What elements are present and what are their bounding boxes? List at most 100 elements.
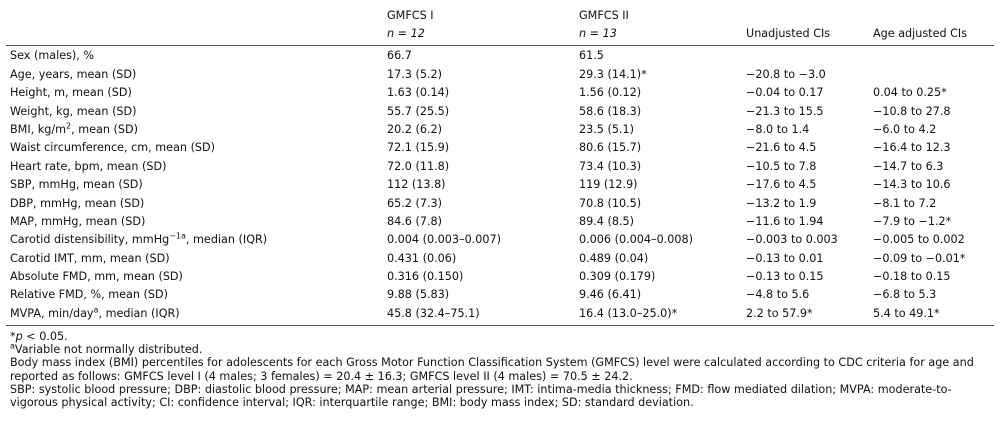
- row-label-text: Absolute FMD, mm, mean (SD): [10, 270, 183, 284]
- unadjusted-ci: −13.2 to 1.9: [746, 196, 817, 210]
- row-label-superscript: a: [93, 305, 99, 315]
- gmfcs1-value: 55.7 (25.5): [387, 104, 450, 118]
- unadjusted-ci: 2.2 to 57.9*: [742, 304, 869, 326]
- age-adjusted-ci: −0.09 to −0.01*: [873, 251, 966, 265]
- gmfcs1-value: 17.3 (5.2): [387, 67, 442, 81]
- unadjusted-ci: −0.13 to 0.15: [746, 270, 824, 284]
- row-label: Heart rate, bpm, mean (SD): [6, 157, 383, 175]
- row-label-suffix: , median (IQR): [185, 233, 268, 247]
- unadjusted-ci: −21.3 to 15.5: [746, 104, 824, 118]
- gmfcs1-value: 84.6 (7.8): [387, 214, 442, 228]
- table-row: Carotid IMT, mm, mean (SD) 0.431 (0.06) 0.…: [6, 249, 994, 267]
- gmfcs1-value: 66.7: [387, 49, 412, 63]
- unadjusted-ci: −21.6 to 4.5: [746, 141, 817, 155]
- row-label: Height, m, mean (SD): [6, 84, 383, 102]
- row-label: Sex (males), %: [6, 46, 383, 66]
- gmfcs2-value: 58.6 (18.3): [579, 104, 642, 118]
- row-label: Carotid distensibility, mmHg−1a, median …: [6, 231, 383, 249]
- unadjusted-ci: −11.6 to 1.94: [746, 214, 824, 228]
- footnote-a-text: Variable not normally distributed.: [14, 343, 203, 357]
- age-adjusted-ci: 0.04 to 0.25*: [873, 86, 947, 100]
- gmfcs2-value: 119 (12.9): [579, 178, 638, 192]
- row-label: Absolute FMD, mm, mean (SD): [6, 268, 383, 286]
- gmfcs2-value: 0.006 (0.004–0.008): [579, 233, 693, 247]
- row-label-text: MAP, mmHg, mean (SD): [10, 214, 146, 228]
- footnote-a-mark: a: [10, 341, 15, 351]
- unadjusted-ci: −17.6 to 4.5: [746, 178, 817, 192]
- row-label: Carotid IMT, mm, mean (SD): [6, 249, 383, 267]
- footnote-star: *: [10, 330, 16, 343]
- table-row: SBP, mmHg, mean (SD) 112 (13.8) 119 (12.9)…: [6, 176, 994, 194]
- row-label: Waist circumference, cm, mean (SD): [6, 139, 383, 157]
- unadjusted-ci: −0.003 to 0.003: [746, 233, 838, 247]
- row-label: DBP, mmHg, mean (SD): [6, 194, 383, 212]
- table-row: Relative FMD, %, mean (SD) 9.88 (5.83) 9.4…: [6, 286, 994, 304]
- gmfcs2-value: 0.309 (0.179): [579, 270, 656, 284]
- row-label-text: Waist circumference, cm, mean (SD): [10, 141, 216, 155]
- table-footnotes: *p < 0.05. aVariable not normally distri…: [10, 330, 994, 409]
- row-label: MVPA, min/daya, median (IQR): [6, 304, 383, 326]
- gmfcs1-value: 72.1 (15.9): [387, 141, 450, 155]
- table-row: Weight, kg, mean (SD) 55.7 (25.5) 58.6 (18…: [6, 102, 994, 120]
- row-label-text: SBP, mmHg, mean (SD): [10, 178, 143, 192]
- gmfcs2-value: 29.3 (14.1)*: [579, 67, 647, 81]
- age-adjusted-ci: [869, 46, 994, 66]
- row-label-text: Sex (males), %: [10, 49, 95, 63]
- table-row: BMI, kg/m2, mean (SD) 20.2 (6.2) 23.5 (5.1…: [6, 121, 994, 139]
- row-label-text: DBP, mmHg, mean (SD): [10, 196, 145, 210]
- gmfcs1-value: 72.0 (11.8): [387, 159, 450, 173]
- row-label-superscript: −1a: [169, 231, 186, 241]
- row-label: Weight, kg, mean (SD): [6, 102, 383, 120]
- row-label: BMI, kg/m2, mean (SD): [6, 121, 383, 139]
- footnote-p-symbol: p: [15, 330, 23, 343]
- header-blank-4: [6, 24, 383, 46]
- gmfcs1-value: 1.63 (0.14): [387, 86, 450, 100]
- header-blank: [6, 6, 383, 24]
- row-label: Relative FMD, %, mean (SD): [6, 286, 383, 304]
- header-blank-2: [742, 6, 869, 24]
- row-label-text: MVPA, min/day: [10, 306, 94, 320]
- row-label-superscript: 2: [66, 121, 72, 131]
- table-row: Height, m, mean (SD) 1.63 (0.14) 1.56 (0.1…: [6, 84, 994, 102]
- row-label: Age, years, mean (SD): [6, 65, 383, 83]
- header-unadjusted-cis: Unadjusted CIs: [742, 24, 869, 46]
- row-label-text: Weight, kg, mean (SD): [10, 104, 137, 118]
- age-adjusted-ci: −16.4 to 12.3: [873, 141, 951, 155]
- age-adjusted-ci: [869, 65, 994, 83]
- results-table: GMFCS I GMFCS II n = 12 n = 13 Unadjuste…: [6, 6, 994, 326]
- age-adjusted-ci: −8.1 to 7.2: [873, 196, 937, 210]
- gmfcs1-value: 0.316 (0.150): [387, 270, 464, 284]
- age-adjusted-ci: −14.3 to 10.6: [873, 178, 951, 192]
- footnote-nonnormal: aVariable not normally distributed.: [10, 341, 994, 357]
- header-age-adjusted-cis: Age adjusted CIs: [869, 24, 994, 46]
- table-row: DBP, mmHg, mean (SD) 65.2 (7.3) 70.8 (10.5…: [6, 194, 994, 212]
- footnote-p-text: < 0.05.: [22, 330, 68, 343]
- gmfcs1-value: 45.8 (32.4–75.1): [383, 304, 575, 326]
- gmfcs2-value: 80.6 (15.7): [579, 141, 642, 155]
- age-adjusted-ci: −6.8 to 5.3: [873, 288, 937, 302]
- table-row: Waist circumference, cm, mean (SD) 72.1 (…: [6, 139, 994, 157]
- gmfcs2-value: 61.5: [579, 49, 604, 63]
- table-row: Absolute FMD, mm, mean (SD) 0.316 (0.150)…: [6, 268, 994, 286]
- gmfcs1-value: 65.2 (7.3): [387, 196, 442, 210]
- table-row: MVPA, min/daya, median (IQR) 45.8 (32.4–7…: [6, 304, 994, 326]
- row-label-text: Height, m, mean (SD): [10, 86, 132, 100]
- age-adjusted-ci: −10.8 to 27.8: [873, 104, 951, 118]
- row-label-text: Carotid distensibility, mmHg: [10, 233, 170, 247]
- row-label-text: Relative FMD, %, mean (SD): [10, 288, 168, 302]
- gmfcs2-value: 9.46 (6.41): [579, 288, 642, 302]
- gmfcs2-value: 70.8 (10.5): [579, 196, 642, 210]
- gmfcs2-value: 1.56 (0.12): [579, 86, 642, 100]
- row-label: MAP, mmHg, mean (SD): [6, 213, 383, 231]
- header-gmfcs2-title: GMFCS II: [579, 9, 629, 22]
- gmfcs2-value: 16.4 (13.0–25.0)*: [575, 304, 742, 326]
- gmfcs2-value: 23.5 (5.1): [579, 122, 634, 136]
- unadjusted-ci: −10.5 to 7.8: [746, 159, 817, 173]
- table-row: Carotid distensibility, mmHg−1a, median …: [6, 231, 994, 249]
- unadjusted-ci: −8.0 to 1.4: [746, 122, 810, 136]
- unadjusted-ci: [742, 46, 869, 66]
- table-row: MAP, mmHg, mean (SD) 84.6 (7.8) 89.4 (8.5)…: [6, 213, 994, 231]
- table-row: Age, years, mean (SD) 17.3 (5.2) 29.3 (14.…: [6, 65, 994, 83]
- gmfcs1-value: 0.004 (0.003–0.007): [387, 233, 501, 247]
- gmfcs1-value: 20.2 (6.2): [387, 122, 442, 136]
